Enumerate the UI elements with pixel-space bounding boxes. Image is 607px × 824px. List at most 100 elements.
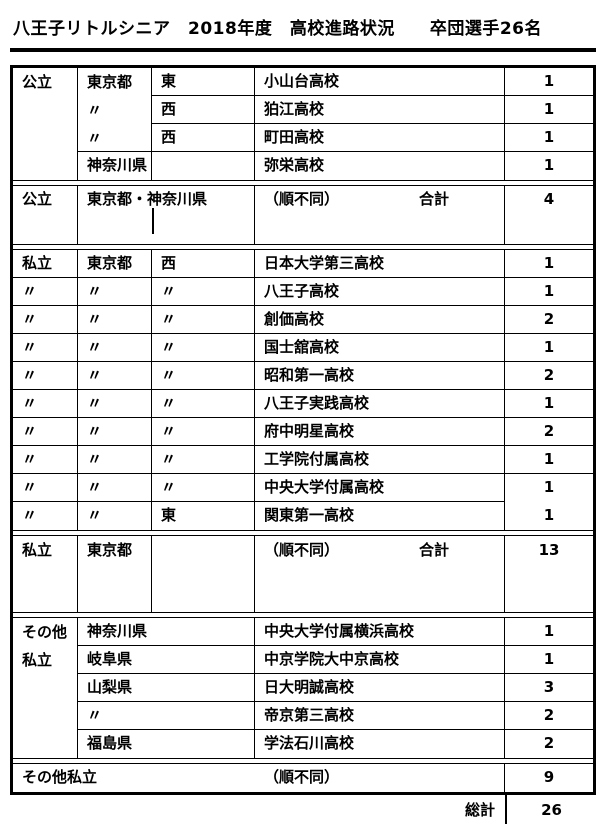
section-private-detail: 私立 東京都 西 日本大学第三高校 1 〃 〃 〃 八王子高校 1 〃 〃 〃 … [13, 250, 593, 530]
category-cell: 〃 [13, 474, 78, 502]
area-cell: 〃 [152, 362, 255, 390]
count-cell: 2 [505, 362, 593, 390]
prefecture-cell: 〃 [78, 390, 152, 418]
category-cell: 〃 [13, 278, 78, 306]
category-label: その他私立 [22, 768, 98, 786]
count-cell: 1 [505, 96, 593, 124]
results-table: 公立 東京都 〃 〃 神奈川県 東 西 西 小山台高校 狛江高校 町田高校 弥栄… [10, 65, 596, 795]
count-cell: 1 [543, 478, 555, 496]
region-cell: 東京都・神奈川県 [78, 186, 255, 244]
area-cell: 西 [152, 96, 255, 124]
grand-total-divider-line [505, 795, 507, 824]
count-cell: 2 [505, 418, 593, 446]
category-label: 公立 [22, 73, 53, 91]
school-cell: 工学院付属高校 [255, 446, 505, 474]
section-divider [13, 758, 593, 764]
count-cell: 1 [505, 390, 593, 418]
prefecture-cell: 神奈川県 [78, 152, 152, 180]
count-cell: 1 [505, 646, 593, 674]
school-cell: 日大明誠高校 [255, 674, 505, 702]
school-cell: 狛江高校 [255, 96, 505, 124]
grand-total-count: 26 [541, 801, 562, 819]
school-cell: 八王子実践高校 [255, 390, 505, 418]
prefecture-cell: 〃 [78, 446, 152, 474]
prefecture-cell: 山梨県 [78, 674, 255, 702]
summary-label-cell: その他私立 （順不同） [13, 764, 505, 792]
area-cell: 西 [152, 250, 255, 278]
grand-total-label: 総計 [464, 801, 495, 819]
category-cell: 公立 [13, 68, 78, 180]
category-cell: 〃 [13, 502, 78, 530]
section-public-summary: 公立 東京都・神奈川県 （順不同） 合計 4 [13, 186, 593, 244]
category-cell: 〃 [13, 334, 78, 362]
category-cell: 〃 [13, 390, 78, 418]
count-cell: 1 [543, 156, 555, 174]
area-cell: 〃 [152, 474, 255, 502]
prefecture-cell: 〃 [78, 702, 255, 730]
note-label: （順不同） [264, 190, 340, 208]
summary-note-cell: （順不同） 合計 [255, 186, 505, 244]
count-cell: 2 [505, 702, 593, 730]
count-cell: 4 [543, 190, 555, 208]
section-divider [13, 612, 593, 618]
count-cell: 9 [543, 768, 555, 786]
school-cell: 関東第一高校 [255, 502, 505, 530]
summary-note-cell: （順不同） 合計 [255, 536, 505, 612]
note-label: （順不同） [264, 768, 340, 786]
area-cell: 〃 [152, 334, 255, 362]
prefecture-cell: 〃 [78, 334, 152, 362]
total-label: 合計 [418, 190, 449, 208]
school-cell: 弥栄高校 [255, 152, 505, 180]
prefecture-cell: 〃 [78, 306, 152, 334]
count-cell: 1 [505, 124, 593, 152]
school-cell: 小山台高校 [255, 68, 505, 96]
prefecture-cell: 岐阜県 [78, 646, 255, 674]
section-divider [13, 244, 593, 250]
count-cell: 1 [543, 506, 555, 524]
empty-area-cell [152, 536, 255, 612]
count-cell: 3 [505, 674, 593, 702]
area-cell: 東 [152, 68, 255, 96]
area-cell: 西 [152, 124, 255, 152]
title-underline [10, 48, 596, 52]
school-cell: 中央大学付属横浜高校 [255, 618, 505, 646]
prefecture-cell: 〃 [78, 502, 152, 530]
section-public-detail: 公立 東京都 〃 〃 神奈川県 東 西 西 小山台高校 狛江高校 町田高校 弥栄… [13, 68, 593, 180]
count-cell: 2 [543, 734, 555, 752]
count-cell: 1 [505, 446, 593, 474]
prefecture-cell: 東京都 [78, 250, 152, 278]
section-other-private-summary: その他私立 （順不同） 9 [13, 764, 593, 792]
school-cell: 八王子高校 [255, 278, 505, 306]
count-cell: 2 [505, 306, 593, 334]
count-cell: 1 [505, 334, 593, 362]
count-cell: 1 [505, 250, 593, 278]
school-cell: 帝京第三高校 [255, 702, 505, 730]
area-cell: 〃 [152, 390, 255, 418]
school-cell: 創価高校 [255, 306, 505, 334]
ditto-mark: 〃 [87, 101, 103, 119]
prefecture-cell: 神奈川県 [78, 618, 255, 646]
category-cell: 〃 [13, 362, 78, 390]
category-label: その他 [22, 623, 68, 641]
category-cell: 公立 [13, 186, 78, 244]
section-other-private-detail: その他 私立 神奈川県 中央大学付属横浜高校 1 岐阜県 中京学院大中京高校 1… [13, 618, 593, 758]
prefecture-cell: 〃 [78, 278, 152, 306]
section-divider [13, 530, 593, 536]
category-cell: その他 私立 [13, 618, 78, 758]
area-cell: 〃 [152, 418, 255, 446]
note-label: （順不同） [264, 541, 340, 559]
prefecture-cell: 〃 [78, 474, 152, 502]
total-label: 合計 [418, 541, 449, 559]
school-cell: 中央大学付属高校 [255, 474, 505, 502]
school-cell: 町田高校 [255, 124, 505, 152]
partial-column-line [152, 208, 154, 234]
category-label: 私立 [22, 651, 53, 669]
count-cell: 1 [505, 618, 593, 646]
area-cell [152, 152, 255, 180]
category-cell: 〃 [13, 306, 78, 334]
prefecture-cell: 〃 [78, 362, 152, 390]
area-cell: 〃 [152, 278, 255, 306]
prefecture-merged-cell: 東京都 〃 〃 [78, 68, 152, 152]
school-cell: 学法石川高校 [255, 730, 505, 758]
